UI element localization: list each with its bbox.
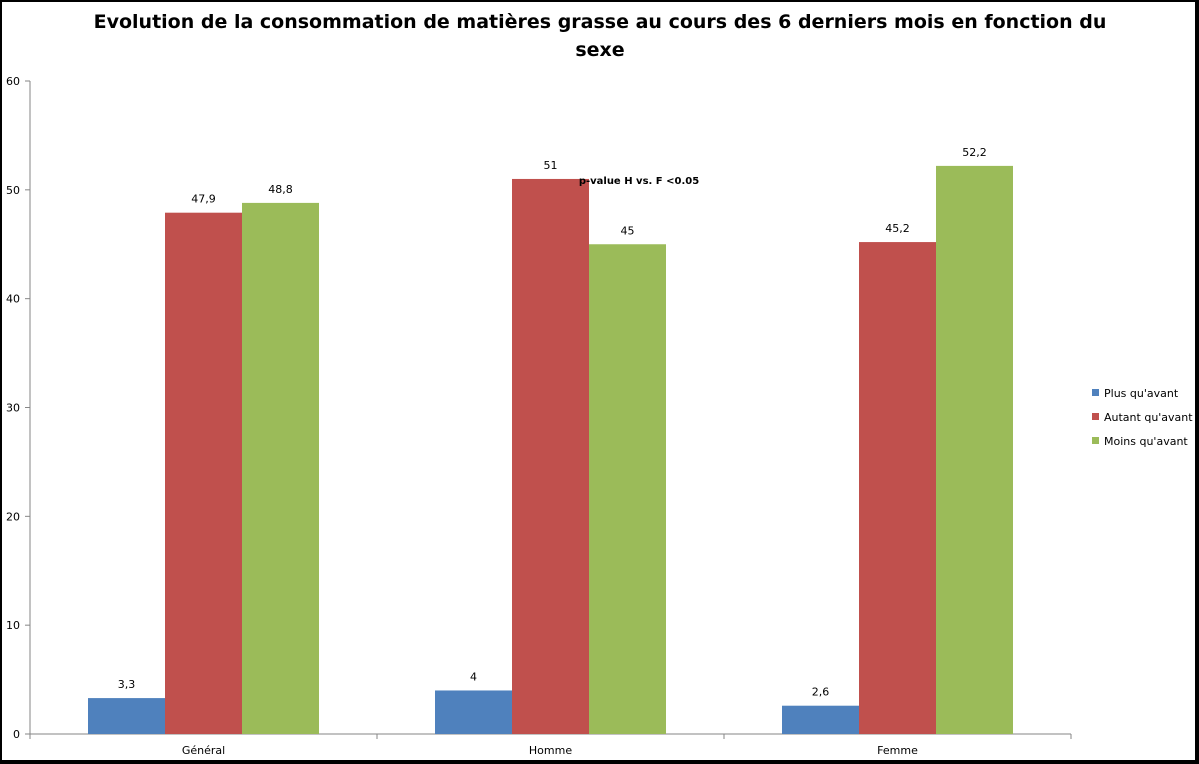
legend-swatch: [1092, 413, 1099, 420]
y-tick-label: 60: [6, 75, 20, 88]
data-label: 48,8: [268, 183, 293, 196]
chart-title-line-2: sexe: [575, 39, 624, 61]
chart-title-line-1: Evolution de la consommation de matières…: [94, 11, 1107, 33]
data-label: 3,3: [118, 678, 136, 691]
bar: [242, 202, 319, 735]
category-label: Général: [182, 744, 225, 757]
bar: [88, 698, 165, 734]
bar: [589, 244, 666, 734]
bar: [782, 705, 859, 734]
y-tick-label: 30: [6, 402, 20, 415]
bar: [859, 242, 936, 734]
bar: [165, 212, 242, 734]
legend-swatch: [1092, 437, 1099, 444]
y-tick-label: 20: [6, 510, 20, 523]
p-value-annotation: p-value H vs. F <0.05: [579, 176, 699, 187]
legend-label: Plus qu'avant: [1104, 387, 1179, 400]
data-label: 45: [621, 224, 635, 237]
data-label: 45,2: [885, 222, 910, 235]
y-tick-label: 0: [13, 728, 20, 741]
bar: [435, 690, 512, 734]
data-label: 2,6: [812, 686, 830, 699]
bar: [936, 165, 1013, 734]
category-label: Homme: [529, 744, 572, 757]
legend-label: Autant qu'avant: [1104, 411, 1193, 424]
data-label: 4: [470, 670, 477, 683]
data-label: 52,2: [962, 146, 987, 159]
legend-swatch: [1092, 389, 1099, 396]
category-label: Femme: [877, 744, 918, 757]
data-label: 47,9: [191, 193, 216, 206]
bar: [512, 178, 589, 734]
plot-area: 0 10 20 30 40 50 60 3,3 47,9 48,8 Général 4 51 45 Homm…: [6, 75, 1072, 757]
legend-label: Moins qu'avant: [1104, 435, 1188, 448]
legend: Plus qu'avant Autant qu'avant Moins qu'ava…: [1092, 387, 1193, 448]
y-tick-label: 50: [6, 184, 20, 197]
y-tick-label: 40: [6, 293, 20, 306]
data-label: 51: [544, 159, 558, 172]
y-tick-label: 10: [6, 619, 20, 632]
